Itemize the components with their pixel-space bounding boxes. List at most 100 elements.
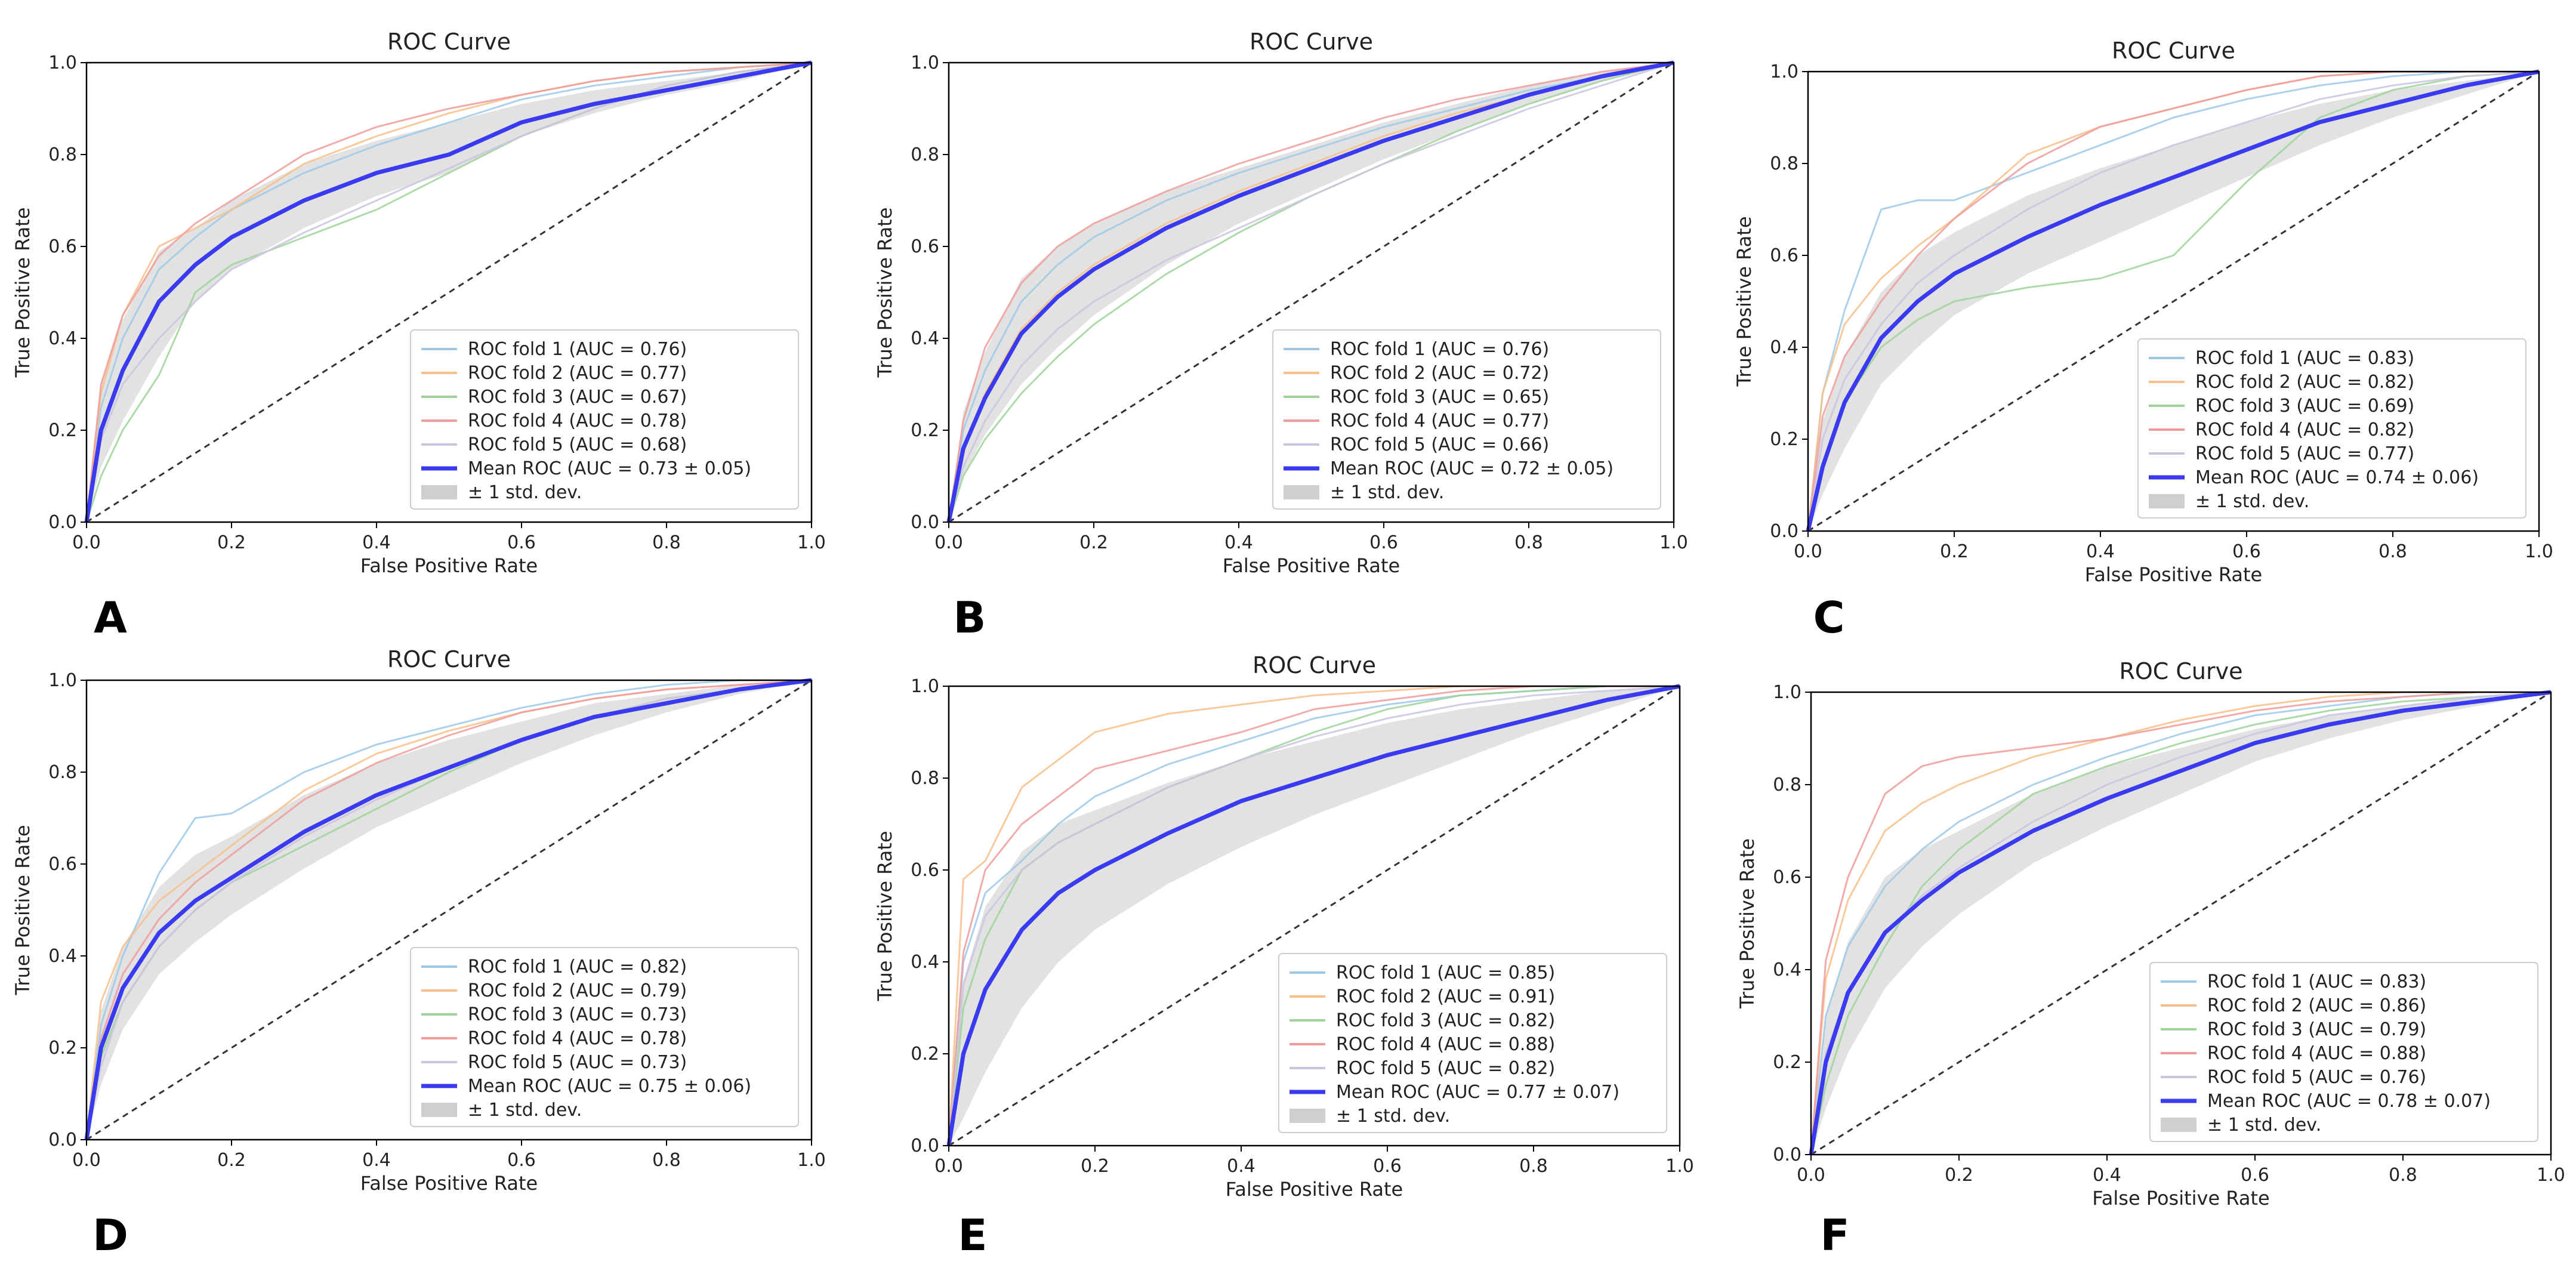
y-tick-label: 0.8	[48, 144, 77, 165]
legend-label: ROC fold 3 (AUC = 0.67)	[468, 387, 687, 408]
plot-frame	[948, 685, 1681, 1147]
x-tick-label: 0.8	[2389, 1165, 2417, 1186]
mean-roc-line	[946, 684, 1680, 1146]
y-tick-label: 0.0	[911, 512, 939, 533]
legend-swatch-band	[2149, 494, 2185, 508]
roc-panel-a: ROC Curve 0.0 0.2 0.4 0.6 0.8 1.0 0.0 0.2 0.4 0.6 0…	[11, 29, 826, 643]
y-tick-label: 0.4	[48, 946, 77, 967]
y-axis-label: True Positive Rate	[1736, 838, 1759, 1009]
roc-panel-e: ROC Curve 0.0 0.2 0.4 0.6 0.8 1.0 0.0 0.2 0.4 0.6 0…	[874, 652, 1694, 1260]
x-tick-label: 0.8	[652, 532, 681, 553]
mean-roc-line	[946, 60, 1674, 523]
y-tick-label: 0.2	[1770, 429, 1798, 450]
x-tick-label: 0.0	[1794, 541, 1822, 562]
legend-label: ROC fold 4 (AUC = 0.88)	[2207, 1043, 2426, 1064]
chart-title: ROC Curve	[2119, 658, 2242, 684]
plot-frame	[1810, 691, 2552, 1156]
y-tick-label: 1.0	[911, 53, 939, 73]
roc-fold-4-line	[1807, 70, 2539, 532]
legend-swatch-band	[1284, 485, 1319, 499]
legend-label: ± 1 std. dev.	[2195, 491, 2309, 512]
y-tick-label: 0.0	[48, 512, 77, 533]
y-axis-label: True Positive Rate	[1733, 216, 1756, 387]
chart-title: ROC Curve	[387, 646, 511, 672]
x-tick-label: 0.8	[652, 1150, 681, 1171]
legend-label: ROC fold 1 (AUC = 0.83)	[2207, 971, 2426, 992]
y-tick-label: 0.8	[911, 144, 939, 165]
panel-letter: C	[1813, 593, 1845, 643]
x-tick-label: 0.6	[507, 532, 536, 553]
y-axis-label: True Positive Rate	[11, 825, 34, 995]
legend-label: ROC fold 3 (AUC = 0.65)	[1330, 387, 1549, 408]
roc-fold-4-line	[85, 61, 812, 523]
roc-fold-1-line	[948, 61, 1674, 523]
legend-label: ROC fold 3 (AUC = 0.79)	[2207, 1019, 2426, 1040]
y-tick-label: 0.6	[48, 854, 77, 875]
mean-roc-line	[1806, 69, 2540, 532]
legend-label: ROC fold 2 (AUC = 0.86)	[2207, 995, 2426, 1016]
legend-label: Mean ROC (AUC = 0.75 ± 0.06)	[468, 1076, 751, 1097]
roc-fold-3-line	[948, 61, 1674, 523]
x-tick-label: 1.0	[2537, 1165, 2565, 1186]
legend: ROC fold 1 (AUC = 0.85) ROC fold 2 (AUC =…	[1278, 953, 1667, 1133]
chance-line	[948, 61, 1674, 523]
y-tick-label: 0.4	[911, 328, 939, 349]
legend-label: ROC fold 4 (AUC = 0.78)	[468, 411, 687, 431]
y-tick-label: 0.6	[911, 860, 939, 881]
roc-fold-4-line	[948, 685, 1680, 1146]
mean-roc-line	[1809, 690, 2552, 1155]
legend-label: ± 1 std. dev.	[468, 482, 582, 503]
roc-fold-2-line	[1810, 691, 2551, 1155]
x-tick-label: 0.6	[507, 1150, 536, 1171]
legend-label: ROC fold 2 (AUC = 0.91)	[1336, 986, 1555, 1007]
legend-swatch-band	[2161, 1118, 2196, 1132]
legend-label: ROC fold 5 (AUC = 0.68)	[468, 434, 687, 455]
y-tick-label: 0.4	[1770, 337, 1798, 358]
x-tick-label: 0.0	[934, 532, 963, 553]
y-tick-label: 0.4	[48, 328, 77, 349]
x-tick-label: 0.0	[1797, 1165, 1825, 1186]
roc-fold-5-line	[85, 61, 812, 523]
legend-label: Mean ROC (AUC = 0.74 ± 0.06)	[2195, 467, 2479, 488]
roc-fold-1-line	[85, 679, 812, 1140]
x-tick-label: 0.2	[217, 532, 246, 553]
roc-fold-5-line	[85, 679, 812, 1140]
chance-line	[86, 679, 812, 1141]
legend: ROC fold 1 (AUC = 0.83) ROC fold 2 (AUC =…	[2149, 962, 2538, 1142]
legend-label: Mean ROC (AUC = 0.72 ± 0.05)	[1330, 458, 1614, 479]
y-tick-label: 0.2	[48, 1038, 77, 1059]
x-tick-label: 0.8	[2378, 541, 2407, 562]
y-axis-label: True Positive Rate	[874, 207, 896, 378]
legend-box	[2137, 338, 2526, 519]
roc-fold-5-line	[948, 685, 1680, 1146]
mean-roc-line	[84, 678, 812, 1140]
y-tick-label: 0.2	[911, 420, 939, 441]
panel-letter: B	[954, 593, 986, 643]
x-axis-label: False Positive Rate	[360, 1172, 538, 1195]
x-tick-label: 0.8	[1514, 532, 1543, 553]
legend-label: ROC fold 2 (AUC = 0.82)	[2195, 372, 2414, 393]
mean-roc-line	[84, 60, 812, 523]
x-tick-label: 0.0	[72, 1150, 101, 1171]
legend-label: ROC fold 4 (AUC = 0.88)	[1336, 1034, 1555, 1055]
legend-label: ROC fold 3 (AUC = 0.73)	[468, 1004, 687, 1025]
plot-frame	[1807, 70, 2540, 532]
legend: ROC fold 1 (AUC = 0.76) ROC fold 2 (AUC =…	[1272, 329, 1661, 510]
chance-line	[948, 685, 1680, 1147]
x-tick-label: 0.0	[934, 1156, 963, 1177]
legend-label: ROC fold 2 (AUC = 0.72)	[1330, 363, 1549, 384]
chance-line	[1807, 70, 2540, 532]
x-axis-label: False Positive Rate	[360, 554, 538, 577]
y-tick-label: 1.0	[911, 676, 939, 697]
legend-label: Mean ROC (AUC = 0.73 ± 0.05)	[468, 458, 751, 479]
y-tick-label: 0.0	[48, 1130, 77, 1150]
legend-label: ROC fold 5 (AUC = 0.82)	[1336, 1058, 1555, 1079]
x-tick-label: 0.2	[1945, 1165, 1973, 1186]
y-tick-label: 0.8	[1770, 153, 1798, 174]
legend-label: ROC fold 1 (AUC = 0.76)	[468, 339, 687, 360]
x-tick-label: 1.0	[797, 1150, 826, 1171]
legend-box	[1272, 329, 1661, 510]
std-dev-band	[949, 686, 1680, 1146]
roc-fold-3-line	[1810, 691, 2552, 1155]
y-tick-label: 0.0	[1773, 1144, 1801, 1165]
